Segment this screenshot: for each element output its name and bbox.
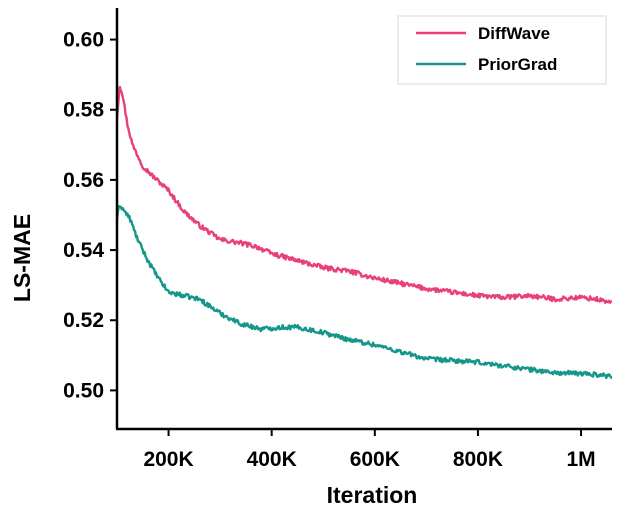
y-axis-title: LS-MAE — [9, 214, 35, 302]
series-line-diffwave — [117, 85, 612, 305]
series-line-priorgrad — [117, 204, 612, 380]
legend-label-priorgrad: PriorGrad — [478, 55, 557, 74]
x-axis-title: Iteration — [327, 482, 418, 508]
x-tick-label: 200K — [143, 448, 193, 471]
x-tick-label: 800K — [453, 448, 503, 471]
x-tick-label: 600K — [350, 448, 400, 471]
x-tick-label: 400K — [247, 448, 297, 471]
ticks: 0.50 0.52 0.54 0.56 0.58 0.60 200K 400K 600K 800K… — [63, 29, 596, 471]
legend-label-diffwave: DiffWave — [478, 24, 550, 43]
axes — [115, 8, 612, 431]
legend: DiffWave PriorGrad — [397, 15, 607, 85]
x-tick-label: 1M — [566, 448, 595, 471]
y-tick-label: 0.54 — [63, 239, 104, 262]
y-tick-label: 0.56 — [63, 169, 104, 192]
y-tick-label: 0.60 — [63, 29, 104, 52]
y-tick-label: 0.52 — [63, 309, 104, 332]
y-tick-label: 0.50 — [63, 379, 104, 402]
legend-box — [397, 15, 607, 85]
y-tick-label: 0.58 — [63, 99, 104, 122]
series-layer — [117, 85, 612, 380]
